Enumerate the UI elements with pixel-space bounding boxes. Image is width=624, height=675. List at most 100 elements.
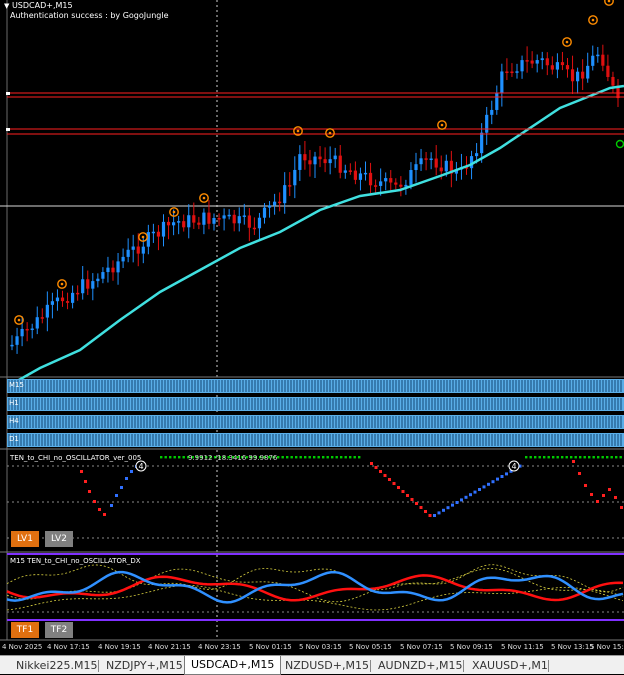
signal-marker-dot	[565, 40, 569, 44]
osc1-dot-green	[552, 456, 555, 459]
tab-audnzd[interactable]: AUDNZD+,M15	[378, 659, 463, 672]
candle-body	[500, 71, 504, 94]
candle-body	[419, 158, 423, 165]
osc1-dot-green	[322, 456, 325, 459]
osc2-title: M15 TEN_to_CHI_no_OSCILLATOR_DX	[10, 557, 141, 565]
candle-body	[308, 160, 312, 165]
osc1-dot-green	[187, 456, 190, 459]
tab-usdcad[interactable]: USDCAD+,M15	[184, 656, 282, 675]
osc1-dot-green	[205, 456, 208, 459]
candle-body	[611, 76, 615, 86]
osc1-dot-red	[584, 484, 587, 487]
tf1-button[interactable]: TF1	[11, 622, 39, 638]
osc1-dot-green	[561, 456, 564, 459]
osc1-dot-green	[200, 456, 203, 459]
candle-body	[530, 60, 534, 64]
lv2-button[interactable]: LV2	[45, 531, 73, 547]
osc1-dot-green	[304, 456, 307, 459]
candle-body	[50, 301, 54, 305]
candle-body	[303, 154, 307, 161]
candle-body	[257, 217, 262, 229]
time-label: 4 Nov 2025	[2, 643, 43, 651]
osc1-dot-red	[608, 488, 611, 491]
osc1-dot-red	[379, 470, 382, 473]
osc1-dot-green	[160, 456, 163, 459]
candle-body	[505, 71, 509, 73]
candle-body	[394, 182, 398, 185]
time-label: 5 Nov 15:15	[590, 643, 624, 651]
candle-body	[212, 218, 216, 224]
candle-body	[25, 328, 29, 331]
tab-nikkei225[interactable]: Nikkei225.M15	[16, 659, 98, 672]
osc1-dot-green	[570, 456, 573, 459]
osc1-dot-green	[290, 456, 293, 459]
candle-body	[126, 249, 130, 257]
osc1-values: 9.9912 -18.3416 99.9876	[188, 454, 278, 462]
time-label: 5 Nov 07:15	[400, 643, 443, 651]
osc1-dot-green	[259, 456, 262, 459]
osc1-dot-green	[236, 456, 239, 459]
osc1-dot-blue	[110, 504, 113, 507]
caret-down-icon[interactable]: ▼	[4, 2, 10, 10]
candle-body	[545, 58, 549, 66]
osc1-dot-green	[196, 456, 199, 459]
time-label: 4 Nov 21:15	[148, 643, 191, 651]
signal-marker-dot	[202, 196, 206, 200]
osc1-dot-green	[529, 456, 532, 459]
time-label: 5 Nov 03:15	[299, 643, 342, 651]
candle-body	[389, 178, 393, 183]
price-level-handle	[6, 92, 10, 95]
osc1-dot-green	[331, 456, 334, 459]
tab-nzdusd[interactable]: NZDUSD+,M15	[285, 659, 369, 672]
osc1-dot-red	[392, 482, 396, 485]
candle-body	[141, 246, 145, 254]
time-label: 5 Nov 11:15	[501, 643, 544, 651]
osc1-dot-red	[388, 478, 391, 481]
candle-body	[101, 272, 105, 279]
osc1-dot-green	[606, 456, 609, 459]
osc1-dot-blue	[130, 470, 133, 473]
mtf-label-m15: M15	[9, 381, 24, 389]
lv1-button[interactable]: LV1	[11, 531, 39, 547]
mtf-bar	[7, 433, 624, 447]
signal-marker-icon	[588, 15, 598, 25]
candle-body	[232, 214, 236, 224]
osc1-dot-green	[583, 456, 586, 459]
osc1-dot-green	[286, 456, 289, 459]
osc1-dot-blue	[487, 482, 490, 486]
tf2-button[interactable]: TF2	[45, 622, 73, 638]
osc1-dot-blue	[446, 506, 450, 510]
candle-body	[177, 221, 181, 223]
osc1-dot-green	[182, 456, 185, 459]
osc1-dot-green	[610, 456, 613, 459]
candle-body	[252, 227, 256, 230]
candle-body	[111, 267, 115, 273]
osc1-dot-blue	[505, 472, 508, 476]
candle-body	[222, 215, 226, 219]
osc1-dot-green	[299, 456, 302, 459]
candle-body	[606, 65, 610, 77]
osc1-dot-green	[223, 456, 226, 459]
tab-nzdjpy[interactable]: NZDJPY+,M15	[106, 659, 183, 672]
osc1-dot-blue	[442, 508, 445, 512]
candle-body	[156, 231, 161, 237]
time-label: 5 Nov 09:15	[450, 643, 493, 651]
tab-xauusd[interactable]: XAUUSD+,M1	[472, 659, 548, 672]
osc1-dot-green	[250, 456, 253, 459]
candle-body	[565, 65, 570, 70]
osc1-dot-red	[419, 506, 423, 509]
candle-body	[166, 221, 171, 226]
osc1-dot-green	[543, 456, 546, 459]
candle-body	[525, 60, 529, 62]
osc1-dot-blue	[120, 486, 123, 489]
osc1-dot-green	[349, 456, 352, 459]
candle-body	[439, 167, 443, 172]
auth-status: Authentication success : by GogoJungle	[10, 11, 169, 20]
signal-marker-icon	[604, 0, 614, 6]
osc1-dot-red	[614, 496, 617, 499]
osc1-title: TEN_to_CHI_no_OSCILLATOR_ver_005	[10, 454, 142, 462]
osc1-dot-green	[592, 456, 595, 459]
osc1-dot-blue	[473, 490, 477, 494]
